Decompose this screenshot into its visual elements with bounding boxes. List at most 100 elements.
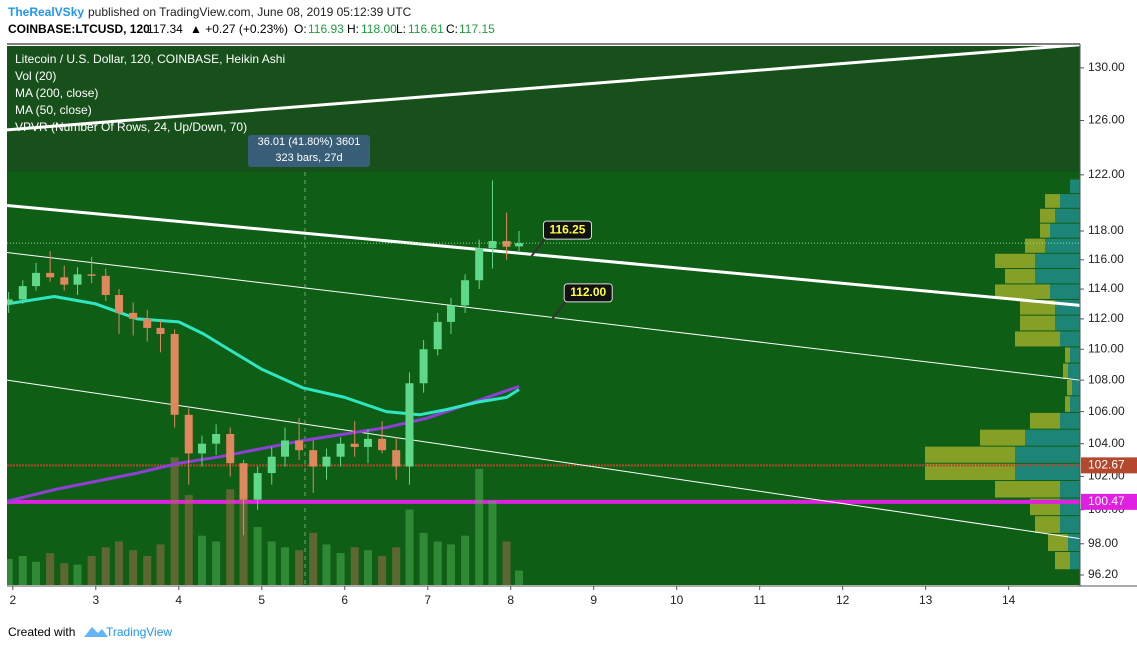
vp-down — [995, 253, 1035, 269]
legend-vpvr: VPVR (Number Of Rows, 24, Up/Down, 70) — [15, 120, 247, 134]
x-tick-label: 10 — [670, 593, 684, 607]
trend-line — [7, 379, 1080, 540]
y-tick-label: 112.00 — [1088, 311, 1124, 325]
plot — [7, 46, 1080, 585]
x-tick-label: 8 — [507, 593, 514, 607]
volume-bar — [87, 556, 96, 585]
legend-ma: MA (200, close) — [15, 86, 98, 100]
x-tick-label: 12 — [836, 593, 850, 607]
callout-pointer — [530, 237, 547, 257]
symbol: COINBASE:LTCUSD, 120 — [8, 22, 150, 36]
legend-volume: Vol (20) — [15, 69, 56, 83]
published: published on TradingView.com, June 08, 2… — [88, 5, 412, 19]
vp-up — [1060, 412, 1080, 429]
h-label: H: — [347, 22, 359, 36]
callout-box — [542, 220, 592, 240]
measure-text: 323 bars, 27d — [275, 152, 342, 164]
x-tick-label: 5 — [258, 593, 265, 607]
candle-body — [350, 443, 359, 447]
vp-down — [1048, 533, 1068, 552]
candle-body — [363, 438, 372, 447]
x-tick-label: 3 — [92, 593, 99, 607]
measure-text: 36.01 (41.80%) 3601 — [258, 136, 361, 148]
vp-up — [1060, 481, 1080, 498]
x-tick-label: 6 — [341, 593, 348, 607]
y-tick-label: 98.00 — [1088, 536, 1118, 550]
vp-up — [1060, 516, 1080, 533]
vp-up — [1055, 315, 1080, 331]
vp-up — [1050, 223, 1080, 238]
author[interactable]: TheRealVSky — [8, 5, 84, 19]
candle-body — [170, 333, 179, 415]
h-value: 118.00 — [361, 22, 397, 36]
volume-bar — [101, 547, 110, 585]
volume-bar — [129, 550, 138, 585]
y-tick-label: 126.00 — [1088, 113, 1125, 127]
volume-bar — [143, 556, 152, 585]
y-tick-label: 116.00 — [1088, 252, 1124, 266]
volume-bar — [170, 457, 179, 585]
candle-body — [198, 443, 207, 454]
l-label: L: — [396, 22, 406, 36]
candle-body — [267, 456, 276, 474]
candle-body — [156, 327, 165, 334]
vp-up — [1015, 463, 1080, 481]
x-tick-label: 9 — [590, 593, 597, 607]
y-tick-label: 104.00 — [1088, 436, 1125, 450]
legend-title: Litecoin / U.S. Dollar, 120, COINBASE, H… — [15, 52, 285, 66]
vp-down — [925, 446, 1015, 463]
candle-body — [129, 312, 138, 319]
volume-bar — [446, 544, 455, 585]
vp-down — [1035, 516, 1060, 533]
vp-down — [1005, 269, 1035, 284]
candle-body — [419, 349, 428, 384]
volume-bar — [378, 556, 387, 585]
vp-up — [1025, 429, 1080, 446]
volume-bar — [419, 532, 428, 585]
l-value: 116.61 — [408, 22, 444, 36]
volume-bar — [46, 553, 55, 585]
volume-bar — [336, 553, 345, 585]
vp-up — [1068, 363, 1080, 379]
volume-bar — [73, 564, 82, 585]
volume-bar — [515, 570, 524, 585]
moving-average — [7, 384, 520, 503]
x-tick-label: 7 — [424, 593, 431, 607]
candle-body — [32, 272, 41, 287]
callout-label: 112.00 — [570, 285, 606, 299]
x-tick-label: 4 — [175, 593, 182, 607]
vp-up — [1060, 194, 1080, 208]
vp-down — [980, 429, 1025, 446]
price-line-label-bg — [1081, 493, 1137, 510]
volume-bar — [405, 509, 414, 585]
candle-body — [226, 434, 235, 464]
volume-bar — [198, 535, 207, 585]
x-tick-label: 13 — [919, 593, 933, 607]
vp-up — [1072, 379, 1080, 396]
vp-down — [1065, 347, 1070, 363]
legend-ma: MA (50, close) — [15, 103, 92, 117]
vp-up — [1035, 253, 1080, 269]
y-tick-label: 106.00 — [1088, 404, 1125, 418]
footer-brand[interactable]: TradingView — [106, 625, 172, 639]
candle-body — [488, 241, 497, 249]
candle-body — [378, 438, 387, 451]
vp-down — [1015, 331, 1060, 347]
candle-body — [60, 277, 69, 285]
candle-body — [101, 275, 110, 295]
volume-bar — [281, 547, 290, 585]
last-price: 117.34 — [147, 22, 183, 36]
x-tick-label: 14 — [1002, 593, 1016, 607]
candle-body — [239, 463, 248, 500]
candle-body — [18, 286, 27, 300]
candle-body — [184, 414, 193, 454]
candle-body — [7, 299, 13, 304]
price-line-label: 100.47 — [1088, 494, 1125, 508]
vp-down — [1063, 363, 1068, 379]
volume-bar — [392, 547, 401, 585]
candle-body — [115, 294, 124, 313]
volume-bar — [309, 532, 318, 585]
volume-bar — [488, 500, 497, 585]
c-label: C: — [446, 22, 458, 36]
volume-bar — [363, 550, 372, 585]
